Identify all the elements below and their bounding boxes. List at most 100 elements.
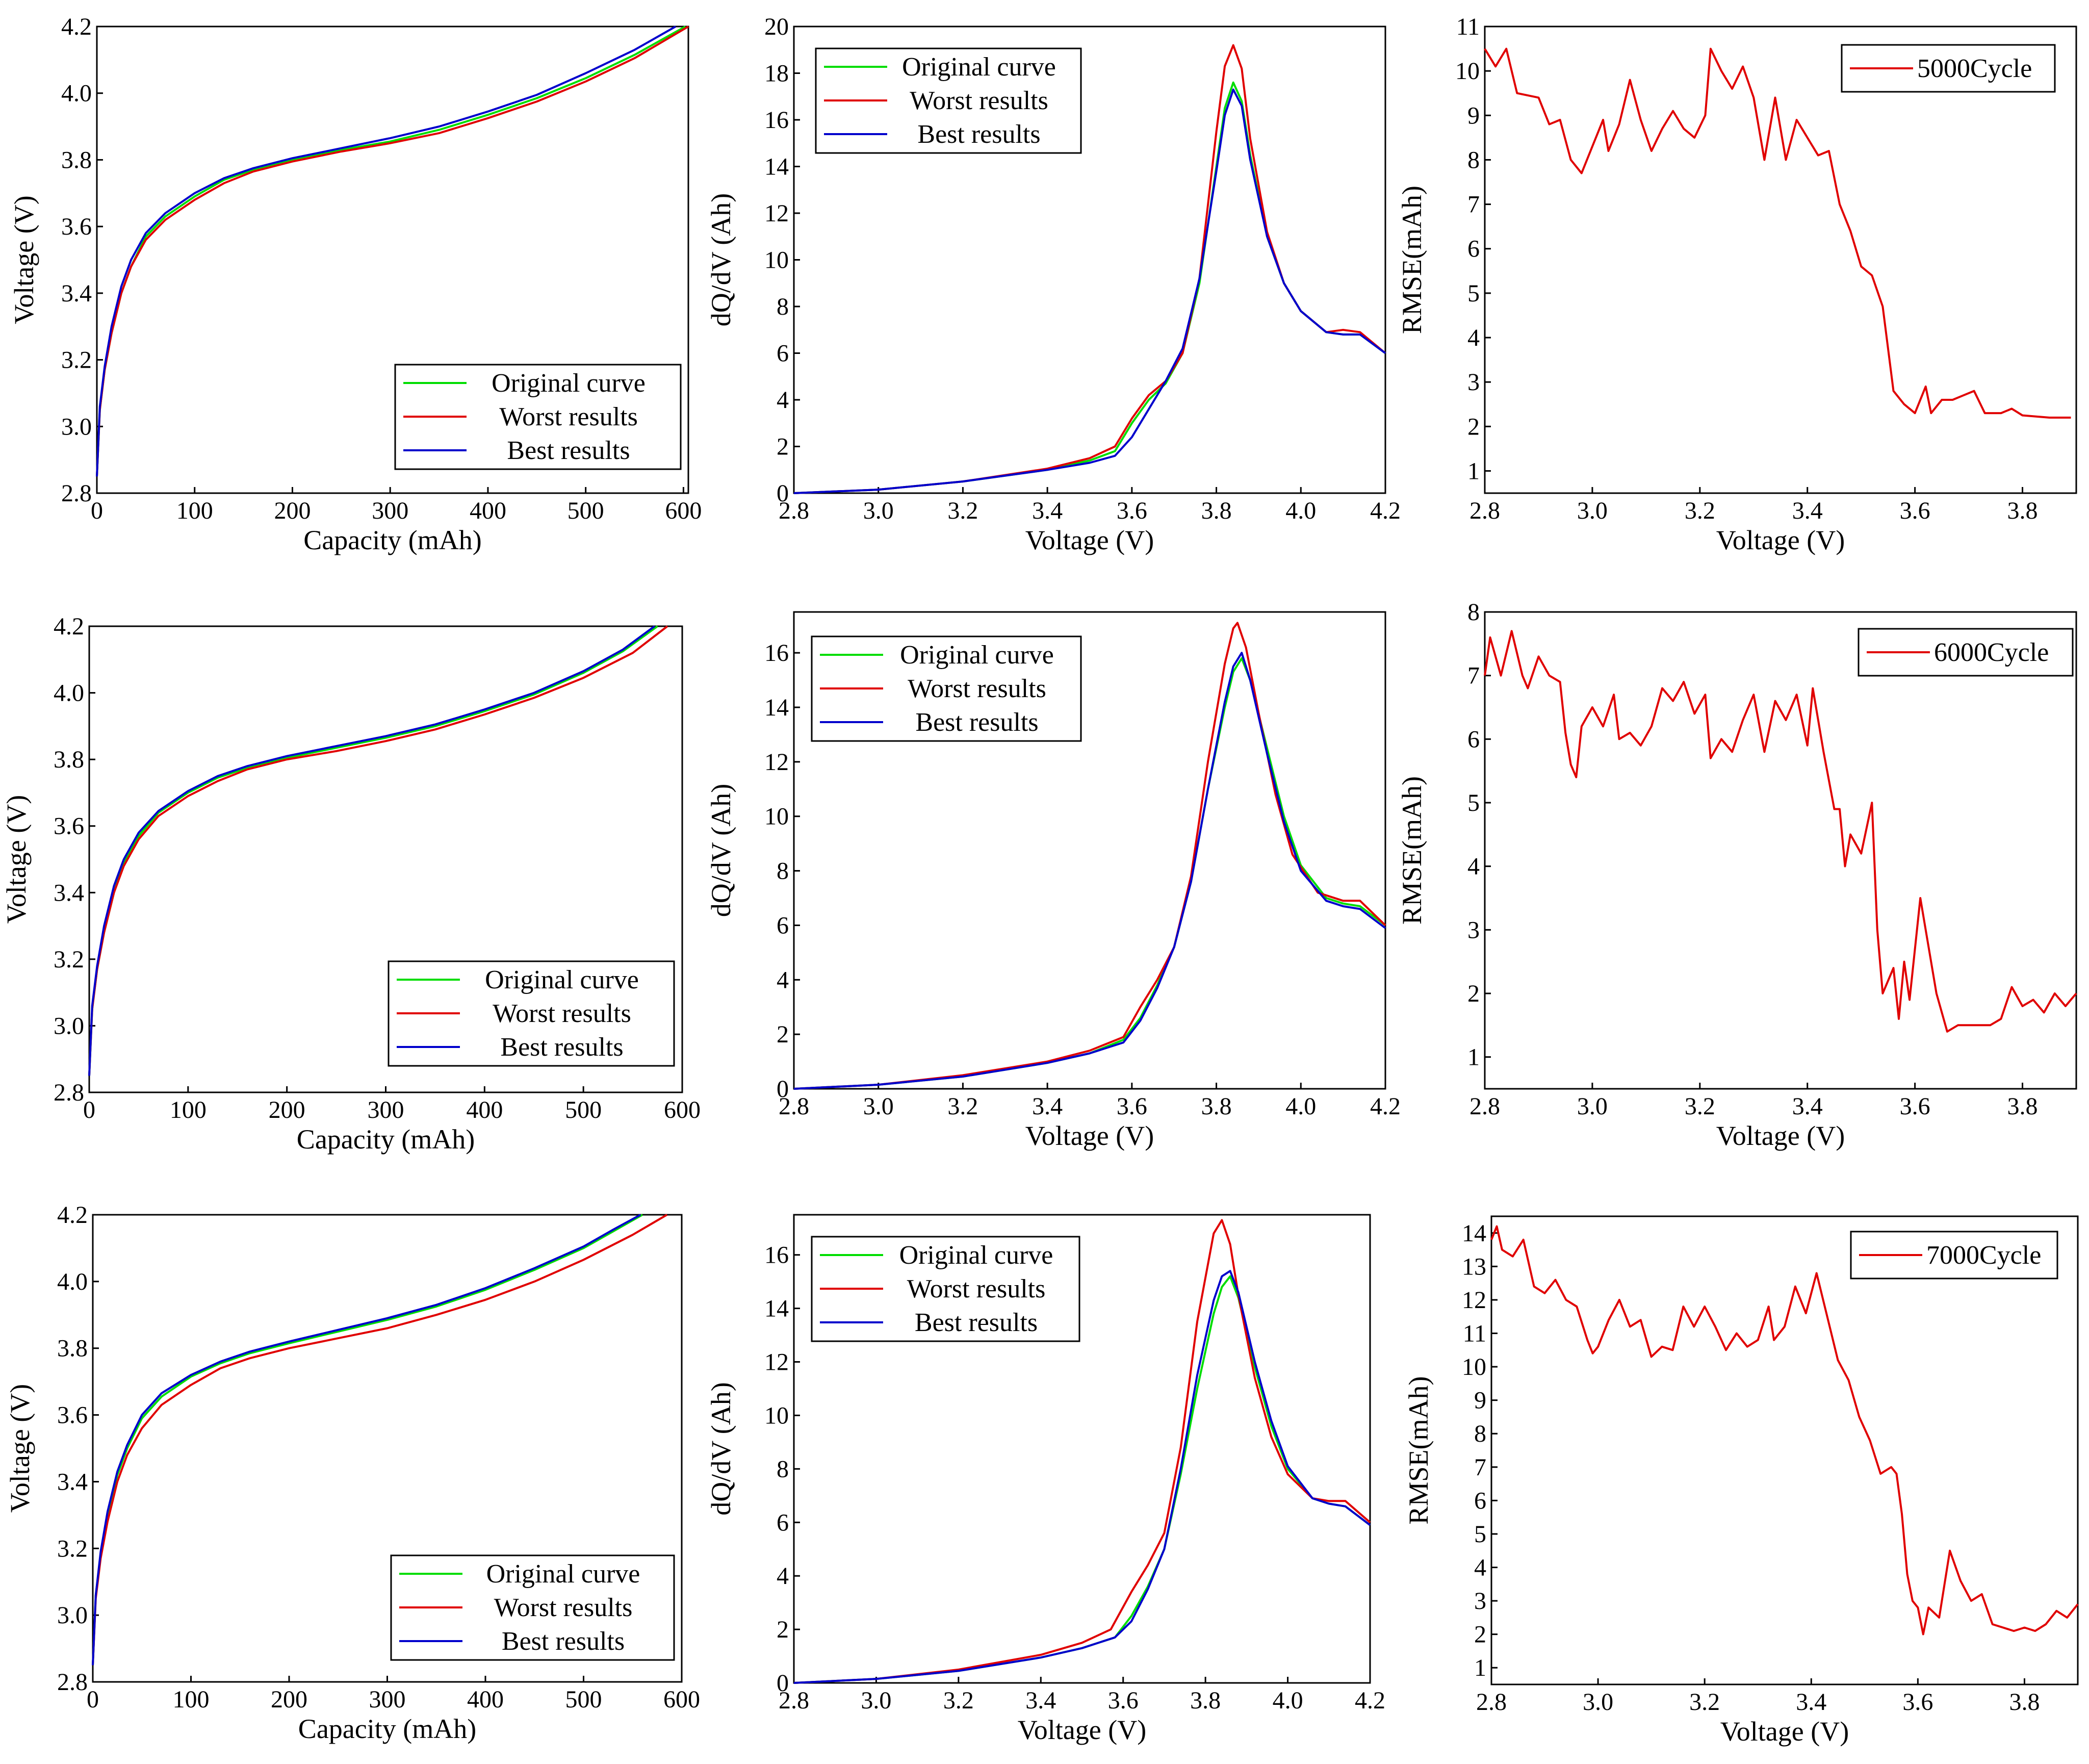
y-tick-label: 3.2 <box>54 946 84 973</box>
y-tick-label: 0 <box>777 480 789 507</box>
x-axis-label: Voltage (V) <box>1025 525 1154 555</box>
legend-label: Original curve <box>902 53 1056 82</box>
y-tick-label: 10 <box>764 247 789 274</box>
chart-vq-7000: 0 100 200 300 400 500 600 2.8 3.0 3.2 3.4 3.6 3.8 4.0… <box>5 1201 700 1744</box>
x-tick-label: 3.4 <box>1032 497 1063 524</box>
x-axis-label: Capacity (mAh) <box>303 525 481 555</box>
series-line-best-results <box>793 1270 1371 1684</box>
series-line-best-results <box>793 652 1386 1090</box>
y-axis-label: RMSE(mAh) <box>1403 1376 1434 1524</box>
legend-label: Worst results <box>910 86 1048 115</box>
series-line-6000cycle <box>1484 630 2077 1033</box>
y-tick-label: 1 <box>1467 457 1480 484</box>
y-tick-label: 11 <box>1456 13 1480 40</box>
legend: Original curve Worst results Best results <box>390 1554 675 1661</box>
y-tick-label: 0 <box>777 1076 789 1103</box>
y-tick-label: 18 <box>764 60 789 87</box>
legend: Original curve Worst results Best results <box>811 635 1082 742</box>
y-tick-label: 12 <box>764 200 789 227</box>
y-tick-label: 4 <box>777 387 789 414</box>
chart-rmse-7000: 2.8 3.0 3.2 3.4 3.6 3.81234567891011121314Vol… <box>1403 1215 2079 1747</box>
x-tick-label: 3.2 <box>947 497 978 524</box>
plot-frame <box>1484 611 2077 1090</box>
legend: Original curve Worst results Best results <box>388 960 675 1067</box>
y-tick-label: 8 <box>777 1455 789 1482</box>
legend: Original curve Worst results Best results <box>394 364 682 470</box>
chart-vq-5000: 0 100 200 300 400 500 600 2.8 3.0 3.2 3.4 3.6 3.8 4.0… <box>9 13 702 555</box>
legend: Original curve Worst results Best results <box>811 1236 1080 1342</box>
x-tick-label: 3.0 <box>1577 1093 1608 1120</box>
x-tick-label: 0 <box>91 497 103 524</box>
x-tick-label: 3.8 <box>1201 497 1232 524</box>
y-tick-label: 12 <box>1462 1287 1486 1314</box>
x-tick-label: 3.8 <box>2007 497 2038 524</box>
legend-label: Best results <box>502 1627 625 1656</box>
x-axis-label: Voltage (V) <box>1716 525 1845 555</box>
series-line-best-results <box>793 88 1386 494</box>
y-tick-label: 12 <box>764 1349 789 1376</box>
series-line-worst-results <box>793 622 1386 1090</box>
y-tick-label: 3.4 <box>61 280 92 307</box>
x-tick-label: 3.4 <box>1792 497 1823 524</box>
x-tick-label: 300 <box>368 1096 404 1123</box>
y-tick-label: 8 <box>777 858 789 885</box>
y-tick-label: 6 <box>1467 236 1480 263</box>
y-tick-label: 14 <box>764 1295 789 1322</box>
y-tick-label: 3.8 <box>57 1335 88 1362</box>
legend-label: Original curve <box>486 1560 640 1589</box>
y-axis-label: dQ/dV (Ah) <box>706 784 736 917</box>
y-tick-label: 3.6 <box>54 813 84 840</box>
y-tick-label: 8 <box>1474 1420 1486 1447</box>
series-line-5000cycle <box>1484 47 2071 419</box>
x-tick-label: 200 <box>269 1096 305 1123</box>
series-line-7000cycle <box>1490 1225 2079 1635</box>
y-tick-label: 3 <box>1467 916 1480 943</box>
y-tick-label: 6 <box>1467 726 1480 753</box>
x-tick-label: 3.0 <box>1577 497 1608 524</box>
x-tick-label: 4.0 <box>1285 1093 1316 1120</box>
chart-dqdv-6000: 2.8 3.0 3.2 3.4 3.6 3.8 4.0 4.2 0 2 4 6 8 10 12 14 16 Vol… <box>706 611 1401 1151</box>
y-tick-label: 2.8 <box>54 1079 84 1106</box>
y-tick-label: 4.0 <box>54 680 84 707</box>
x-tick-label: 3.8 <box>1190 1687 1221 1714</box>
x-tick-label: 4.2 <box>1370 1093 1401 1120</box>
y-tick-label: 3 <box>1467 369 1480 396</box>
y-tick-label: 8 <box>1467 599 1480 626</box>
y-tick-label: 3.8 <box>54 746 84 773</box>
y-tick-label: 6 <box>1474 1487 1486 1514</box>
x-tick-label: 3.6 <box>1900 1093 1930 1120</box>
y-tick-label: 9 <box>1467 102 1480 129</box>
x-tick-label: 3.4 <box>1796 1689 1826 1716</box>
y-tick-label: 3.8 <box>61 146 92 173</box>
y-tick-label: 3 <box>1474 1588 1486 1615</box>
y-tick-label: 2 <box>1474 1621 1486 1648</box>
y-tick-label: 14 <box>1462 1220 1486 1247</box>
y-tick-label: 10 <box>764 1402 789 1429</box>
series-line-worst-results <box>88 625 668 1076</box>
y-tick-label: 4.2 <box>54 613 84 640</box>
series-line-best-results <box>92 1214 641 1666</box>
legend-label: Original curve <box>899 1241 1053 1270</box>
x-tick-label: 3.4 <box>1025 1687 1056 1714</box>
y-axis-label: RMSE(mAh) <box>1397 776 1427 925</box>
y-tick-label: 6 <box>777 912 789 939</box>
x-axis-label: Capacity (mAh) <box>298 1714 476 1744</box>
legend-label: Best results <box>507 436 630 465</box>
y-tick-label: 2 <box>777 1021 789 1048</box>
y-tick-label: 4 <box>1467 324 1480 351</box>
series-line-worst-results <box>92 1214 668 1666</box>
x-tick-label: 3.2 <box>943 1687 974 1714</box>
y-tick-label: 4 <box>777 1563 789 1590</box>
legend: 7000Cycle <box>1850 1231 2058 1280</box>
x-tick-label: 400 <box>470 497 506 524</box>
legend-label: Worst results <box>493 999 631 1028</box>
y-tick-label: 2 <box>1467 413 1480 440</box>
series-line-best-results <box>88 625 655 1076</box>
x-axis-label: Voltage (V) <box>1025 1120 1154 1151</box>
y-tick-label: 6 <box>777 340 789 367</box>
x-tick-label: 600 <box>664 1096 701 1123</box>
x-tick-label: 2.8 <box>779 497 809 524</box>
y-tick-label: 14 <box>764 154 789 181</box>
x-tick-label: 3.0 <box>863 1093 894 1120</box>
x-tick-label: 100 <box>176 497 213 524</box>
